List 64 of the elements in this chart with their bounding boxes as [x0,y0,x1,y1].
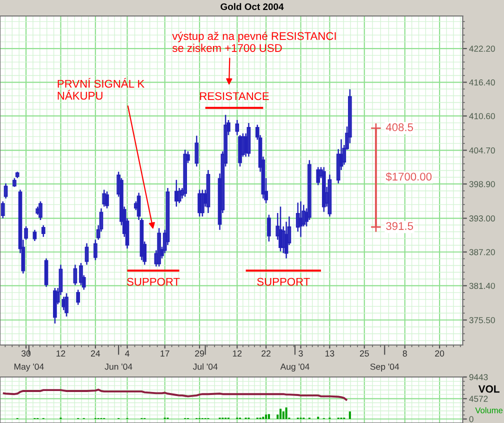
candlestick [194,135,199,168]
candlestick [12,178,16,188]
series-label: SUPPORT [257,278,310,286]
line-series [2,388,348,402]
y-tick-label: 375.50 [469,317,495,324]
y-tick-label: 0 [469,416,474,422]
bar [348,411,351,419]
data-label: 391.5 [386,222,414,230]
candlestick [76,289,80,306]
y-tick-label: 387.20 [469,249,495,256]
candlestick [105,190,109,210]
chart-title: Gold Oct 2004 [220,3,284,10]
bar [285,407,288,419]
annotation: výstup až na pevné RESISTANCI se ziskem +1700 USD [172,32,336,52]
x2-tick-label: Aug '04 [280,364,310,372]
x-tick-label: 4 [125,350,130,356]
x-tick-label: 30 [21,350,31,357]
x-tick-label: 12 [56,350,66,356]
candlestick [4,182,8,200]
bar [268,414,270,419]
y-tick-label: 410.60 [469,113,495,120]
x-tick-label: 25 [360,350,369,357]
x-tick-label: 8 [402,350,407,357]
x-tick-label: 12 [232,350,242,356]
candlestick [15,171,20,179]
candlestick [235,119,240,136]
candlestick [24,226,28,240]
y-tick-label: 416.40 [469,79,495,86]
y-tick-label: 393.00 [469,215,495,222]
x-tick-label: 22 [262,350,270,356]
candlestick [64,292,68,318]
bar [282,411,284,419]
y-tick-label: 398.90 [469,181,495,188]
y-tick-label: 9443 [469,374,488,380]
y-tick-label: 4572 [469,396,488,402]
text: Volume [475,407,503,414]
y-tick-label: 381.40 [469,282,495,289]
x-tick-label: 24 [91,350,100,356]
text: VOL [478,385,500,393]
candlestick [38,200,42,221]
y-tick-label: 422.20 [469,46,495,52]
candlestick [32,229,37,242]
bar [280,408,282,419]
x-tick-label: 20 [435,350,444,357]
series-label: SUPPORT [127,278,180,286]
x2-tick-label: Jul '04 [192,363,218,370]
candlestick [41,224,46,238]
x-tick-label: 17 [160,350,170,356]
candlestick [267,214,271,242]
legend-label: RESISTANCE [200,92,269,100]
x2-tick-label: Jun '04 [104,364,132,370]
candlestick [84,242,89,266]
annotation: PRVNÍ SIGNÁL K NÁKUPU [58,78,144,100]
x-tick-label: 13 [325,350,334,357]
candlestick [94,239,98,261]
annotation: $1700.00 [386,172,432,182]
data-label: 408.5 [386,123,414,132]
x-tick-label: 3 [298,350,303,357]
candlestick [298,200,303,238]
x2-tick-label: May '04 [14,364,44,372]
x-tick-label: 29 [195,350,204,357]
y-tick-label: 404.70 [469,147,495,154]
x2-tick-label: Sep '04 [370,364,400,372]
bar [265,414,268,419]
